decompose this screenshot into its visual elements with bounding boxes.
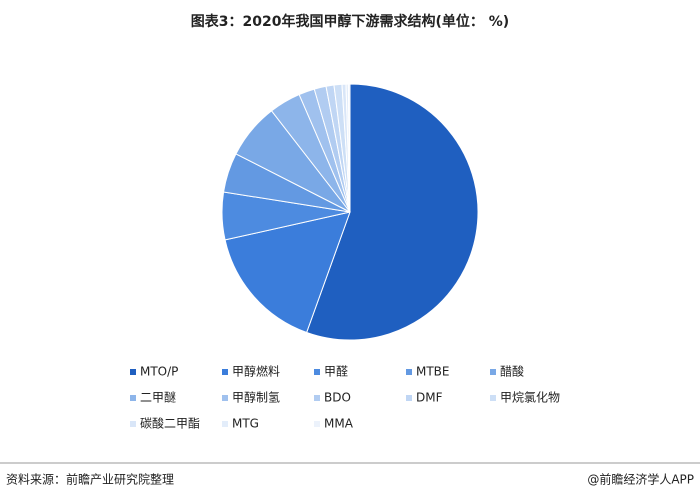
legend-swatch <box>406 369 412 375</box>
legend-swatch <box>490 395 496 401</box>
pie-slice <box>306 83 479 341</box>
legend-swatch <box>314 421 320 427</box>
legend-label: MMA <box>324 417 354 431</box>
legend-label: MTO/P <box>140 365 178 379</box>
pie-slice <box>224 211 351 334</box>
chart-title: 图表3：2020年我国甲醇下游需求结构(单位： %) <box>191 13 509 30</box>
legend-label: MTG <box>232 417 259 431</box>
legend-label: 二甲醚 <box>140 391 176 405</box>
legend-label: 甲烷氯化物 <box>500 391 560 405</box>
legend-label: BDO <box>324 391 351 405</box>
legend-label: MTBE <box>416 365 450 379</box>
legend-swatch <box>222 421 228 427</box>
legend-swatch <box>130 369 136 375</box>
legend-label: DMF <box>416 391 443 405</box>
legend-label: 碳酸二甲酯 <box>140 416 200 431</box>
footer-brand: @前瞻经济学人APP <box>587 472 694 487</box>
legend-swatch <box>222 369 228 375</box>
pie-slice <box>347 83 351 213</box>
footer-source: 资料来源：前瞻产业研究院整理 <box>6 472 174 487</box>
legend-swatch <box>314 395 320 401</box>
legend-label: 醋酸 <box>500 364 524 379</box>
legend-swatch <box>314 369 320 375</box>
legend-swatch <box>130 395 136 401</box>
legend-swatch <box>406 395 412 401</box>
legend-swatch <box>490 369 496 375</box>
legend-swatch <box>130 421 136 427</box>
legend-label: 甲醛 <box>324 364 348 379</box>
legend-label: 甲醇制氢 <box>232 390 280 405</box>
legend-label: 甲醇燃料 <box>232 364 280 379</box>
legend-swatch <box>222 395 228 401</box>
